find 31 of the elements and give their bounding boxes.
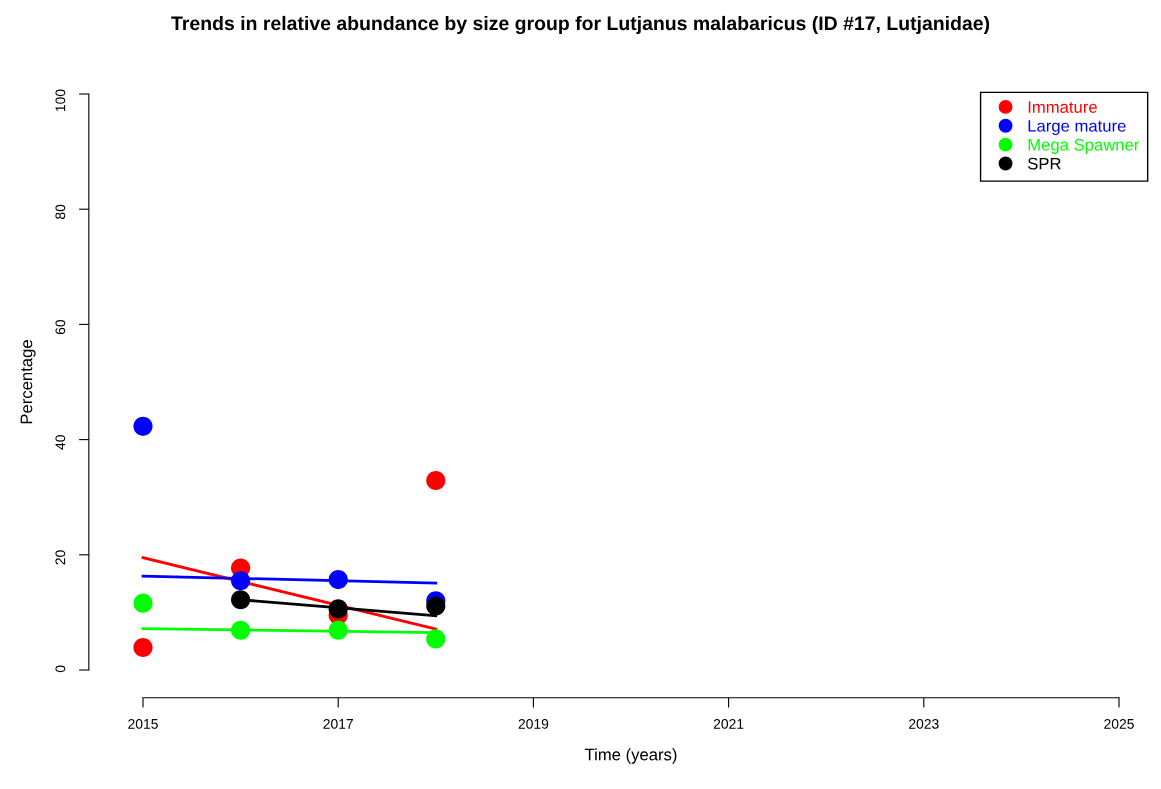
- x-tick-label: 2025: [1104, 718, 1134, 729]
- y-tick-label: 0: [55, 665, 66, 673]
- legend-label: SPR: [1028, 157, 1061, 170]
- point: [231, 590, 251, 610]
- x-tick-label: 2017: [323, 718, 353, 729]
- legend-label: Mega Spawner: [1028, 138, 1140, 154]
- y-tick-label: 20: [55, 550, 66, 565]
- legend-label: Large mature: [1028, 120, 1126, 136]
- point: [328, 620, 348, 640]
- legend-label: Immature: [1028, 101, 1097, 113]
- point: [133, 593, 153, 613]
- point: [426, 629, 446, 649]
- point: [328, 570, 348, 590]
- y-tick-label: 80: [55, 204, 66, 220]
- point: [426, 596, 446, 616]
- point: [231, 620, 251, 640]
- point: [133, 416, 153, 436]
- x-tick-label: 2015: [128, 718, 158, 729]
- x-tick-label: 2021: [713, 718, 744, 729]
- x-axis-title: Time (years): [584, 748, 677, 764]
- y-tick-label: 60: [55, 319, 66, 335]
- y-axis-title: Percentage: [20, 340, 36, 424]
- point: [328, 599, 348, 619]
- point: [426, 470, 446, 491]
- y-tick-label: 40: [55, 435, 66, 450]
- x-tick-label: 2019: [518, 718, 549, 729]
- point: [231, 571, 251, 591]
- point: [133, 637, 153, 658]
- chart-title: Trends in relative abundance by size group for Lutjanus malabaricus (ID #17, Lutjanidae): [171, 15, 990, 35]
- x-tick-label: 2023: [909, 718, 939, 729]
- y-tick-label: 100: [55, 89, 66, 112]
